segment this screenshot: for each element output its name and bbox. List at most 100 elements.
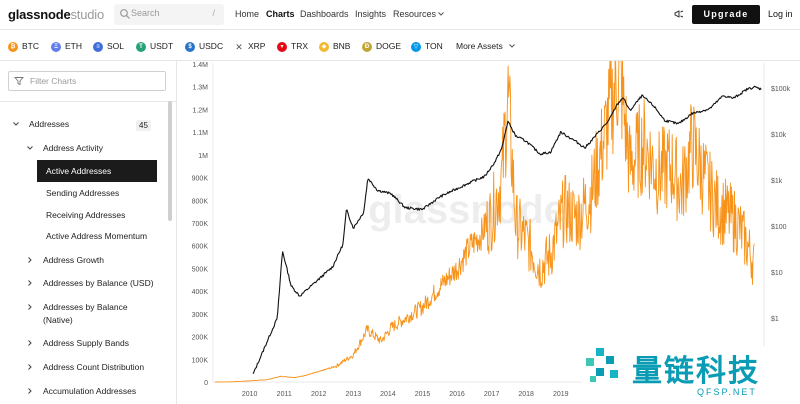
chevron-right-icon [28, 388, 32, 394]
sidebar-section-accumulation-addresses[interactable]: Accumulation Addresses [26, 386, 166, 398]
logo-product: studio [70, 7, 105, 22]
eth-icon: Ξ [51, 42, 61, 52]
x-tick-label: 2013 [346, 391, 362, 398]
series-active-addresses-line [215, 61, 755, 383]
group-label: Addresses [29, 119, 70, 129]
section-label: Accumulation Addresses [43, 386, 137, 396]
x-tick-label: 2019 [553, 391, 569, 398]
x-tick-label: 2015 [415, 391, 431, 398]
chevron-down-icon[interactable] [437, 10, 445, 18]
sidebar-section-addresses-by-balance-native[interactable]: Addresses by Balance (Native) [26, 302, 166, 328]
sidebar-item-receiving-addresses[interactable]: Receiving Addresses [46, 210, 126, 220]
announcement-icon[interactable] [674, 9, 684, 20]
top-navigation: glassnodestudio Search / Home Charts Das… [0, 0, 800, 30]
xrp-icon: ✕ [234, 42, 244, 52]
filter-placeholder: Filter Charts [30, 76, 77, 86]
asset-label: XRP [248, 41, 266, 51]
sidebar-item-active-address-momentum[interactable]: Active Address Momentum [46, 231, 148, 241]
asset-selector-bar: ₿ BTC Ξ ETH ≡ SOL T USDT $ USDC ✕ XRP ▾ TRX ◆ BN… [0, 30, 800, 61]
btc-icon: ₿ [8, 42, 18, 52]
logo-brand: glassnode [8, 7, 71, 22]
asset-label: BTC [22, 41, 39, 51]
chevron-down-icon[interactable] [508, 42, 516, 50]
y-tick-label-right: $100 [771, 224, 787, 231]
x-tick-label: 2012 [311, 391, 327, 398]
y-tick-label-left: 400K [192, 289, 209, 296]
asset-label: DOGE [376, 41, 402, 51]
sidebar-section-addresses-by-balance-usd[interactable]: Addresses by Balance (USD) [26, 278, 166, 290]
x-tick-label: 2016 [449, 391, 465, 398]
glassnode-logo[interactable]: glassnodestudio [8, 7, 104, 22]
section-label: Address Supply Bands [43, 338, 129, 348]
search-shortcut: / [212, 8, 215, 18]
sidebar-section-address-growth[interactable]: Address Growth [26, 255, 166, 267]
y-tick-label-right: $100k [771, 86, 791, 93]
chart-sidebar: Filter Charts Addresses 45 Address Activ… [0, 61, 177, 404]
active-addresses-chart[interactable]: glassnode 0 100K 200K 300K 400K 500K 600K 700K 8… [177, 61, 800, 404]
y-tick-label-left: 1M [198, 153, 208, 160]
group-count-badge: 45 [136, 120, 151, 131]
nav-home[interactable]: Home [235, 9, 260, 19]
x-tick-label: 2014 [380, 391, 396, 398]
y-tick-label-left: 100K [192, 357, 209, 364]
asset-label: TRX [291, 41, 308, 51]
chevron-right-icon [28, 304, 32, 310]
y-tick-label-left: 600K [192, 244, 209, 251]
x-tick-label: 2010 [242, 391, 258, 398]
usdc-icon: $ [185, 42, 195, 52]
sidebar-section-address-supply-bands[interactable]: Address Supply Bands [26, 338, 166, 350]
y-tick-label-left: 1.3M [192, 85, 208, 92]
section-label: Address Count Distribution [43, 362, 145, 372]
chart-watermark: glassnode [368, 188, 566, 232]
nav-charts[interactable]: Charts [266, 9, 295, 19]
bnb-icon: ◆ [319, 42, 329, 52]
upgrade-button[interactable]: Upgrade [692, 5, 760, 24]
sol-icon: ≡ [93, 42, 103, 52]
nav-resources[interactable]: Resources [393, 9, 437, 19]
qfsp-logo [586, 348, 618, 382]
active-item-label: Active Addresses [46, 166, 112, 176]
x-tick-label: 2017 [484, 391, 500, 398]
chevron-right-icon [28, 364, 32, 370]
asset-label: TON [425, 41, 443, 51]
chevron-right-icon [28, 257, 32, 263]
section-label: Addresses by Balance (USD) [43, 278, 154, 288]
asset-label: SOL [107, 41, 125, 51]
series-price-line [252, 85, 762, 374]
y-tick-label-left: 900K [192, 176, 209, 183]
asset-label: BNB [333, 41, 351, 51]
y-tick-label-left: 1.4M [192, 62, 208, 69]
sidebar-subgroup-address-activity[interactable]: Address Activity [26, 143, 156, 155]
y-tick-label-left: 200K [192, 335, 209, 342]
search-placeholder: Search [131, 8, 160, 18]
x-tick-label: 2011 [277, 391, 292, 398]
x-tick-label: 2018 [518, 391, 534, 398]
site-watermark: 量链科技 QFSP.NET [582, 346, 800, 404]
y-tick-label-left: 0 [204, 380, 208, 387]
y-tick-label-left: 500K [192, 266, 209, 273]
search-box[interactable]: Search / [114, 4, 224, 25]
usdt-icon: T [136, 42, 146, 52]
sidebar-item-sending-addresses[interactable]: Sending Addresses [46, 188, 120, 198]
y-tick-label-left: 800K [192, 198, 209, 205]
sidebar-group-addresses[interactable]: Addresses [12, 119, 162, 131]
filter-icon [14, 77, 24, 86]
section-label: Address Growth [43, 255, 104, 265]
nav-dashboards[interactable]: Dashboards [300, 9, 349, 19]
nav-insights[interactable]: Insights [355, 9, 387, 19]
more-assets-dropdown[interactable]: More Assets [456, 41, 503, 51]
login-link[interactable]: Log in [768, 9, 793, 19]
ton-icon: ▽ [411, 42, 421, 52]
sidebar-section-address-count-distribution[interactable]: Address Count Distribution [26, 362, 166, 374]
y-tick-label-left: 300K [192, 312, 209, 319]
chevron-down-icon [27, 146, 33, 150]
watermark-domain: QFSP.NET [697, 387, 757, 397]
sidebar-scrollbar[interactable] [168, 101, 172, 221]
y-tick-label-left: 1.2M [192, 107, 208, 114]
y-tick-label-right: $10k [771, 132, 787, 139]
chart-area[interactable]: glassnode 0 100K 200K 300K 400K 500K 600K 700K 8… [177, 61, 800, 404]
y-tick-label-left: 1.1M [192, 130, 208, 137]
trx-icon: ▾ [277, 42, 287, 52]
filter-charts-input[interactable]: Filter Charts [8, 71, 166, 91]
sidebar-item-active-addresses[interactable]: Active Addresses [37, 160, 157, 182]
